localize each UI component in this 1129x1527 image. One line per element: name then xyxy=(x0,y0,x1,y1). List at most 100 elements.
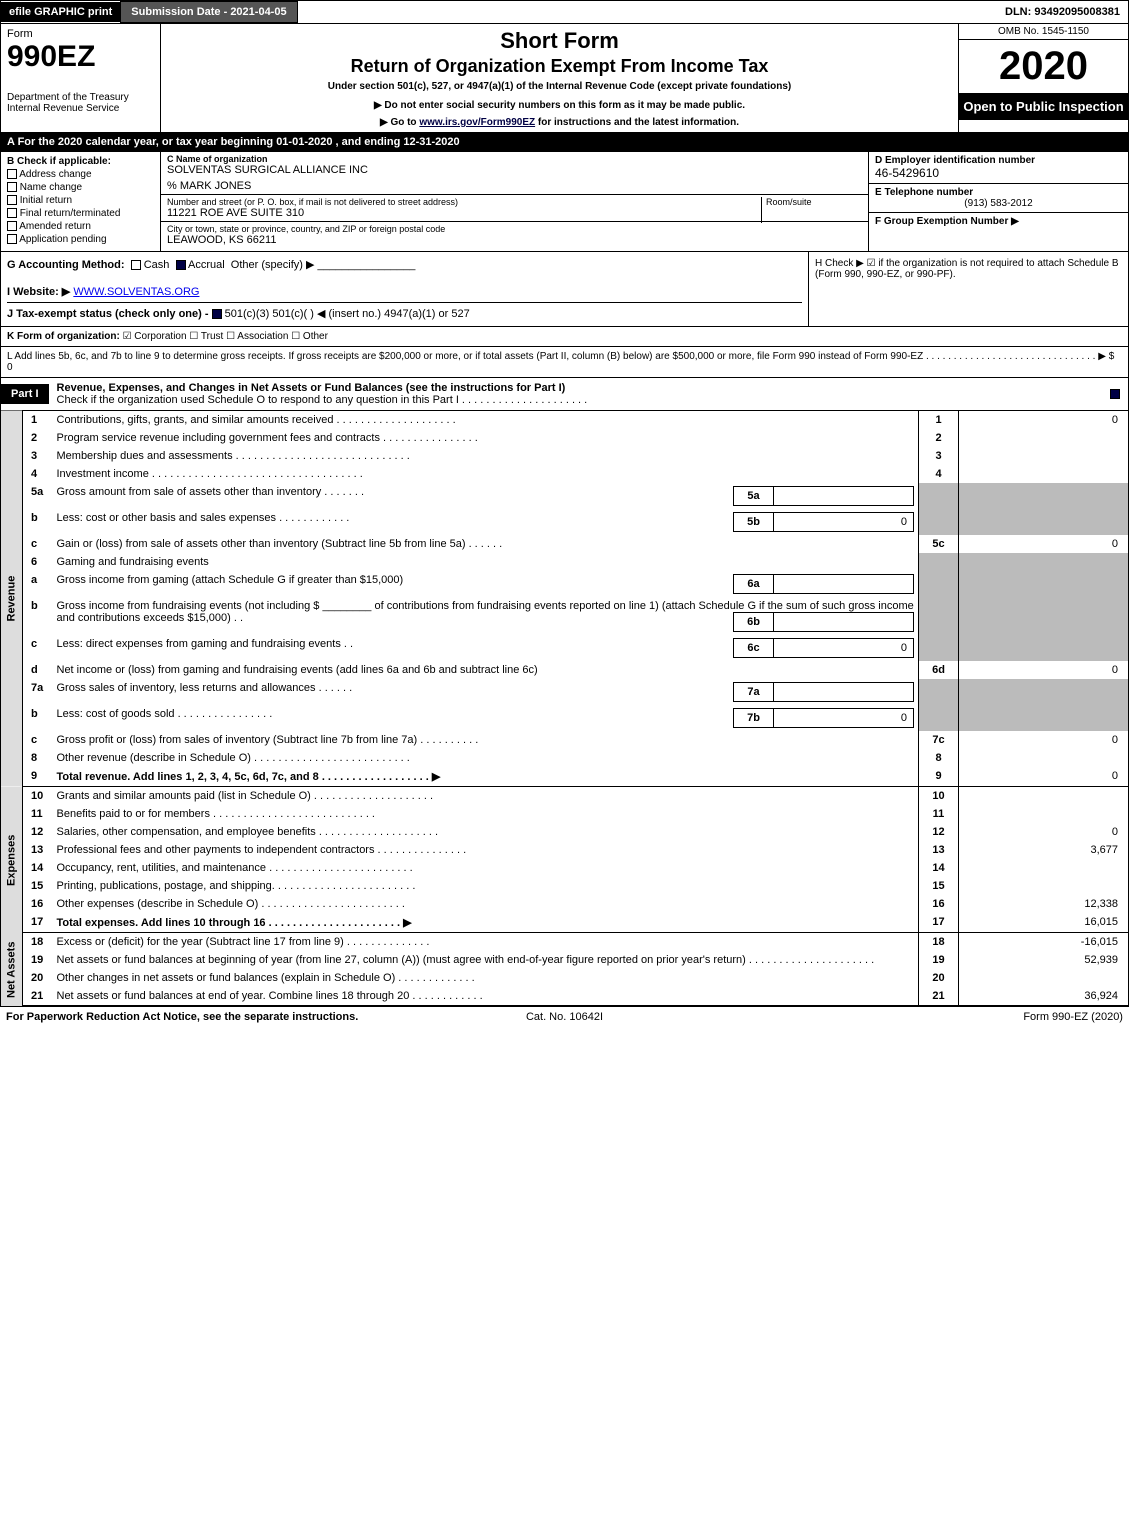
line-6d-col: 6d xyxy=(919,661,959,679)
line-12-col: 12 xyxy=(919,823,959,841)
line-8-desc: Other revenue (describe in Schedule O) .… xyxy=(53,749,919,767)
line-12-desc: Salaries, other compensation, and employ… xyxy=(53,823,919,841)
line-18-col: 18 xyxy=(919,933,959,952)
street-address: 11221 ROE AVE SUITE 310 xyxy=(167,207,862,219)
title-return: Return of Organization Exempt From Incom… xyxy=(171,56,948,77)
part1-table: Revenue 1Contributions, gifts, grants, a… xyxy=(0,411,1129,1006)
line-6-greyval xyxy=(959,553,1129,571)
line-17-val: 16,015 xyxy=(959,913,1129,933)
line-7a-greyval xyxy=(959,679,1129,705)
irs-link[interactable]: www.irs.gov/Form990EZ xyxy=(419,117,535,128)
line-6a-sub: 6a xyxy=(734,575,774,594)
g-other[interactable]: Other (specify) ▶ xyxy=(231,259,315,271)
line-19-val: 52,939 xyxy=(959,951,1129,969)
group-exemption-label: F Group Exemption Number ▶ xyxy=(875,216,1019,227)
line-14-val xyxy=(959,859,1129,877)
line-15-val xyxy=(959,877,1129,895)
title-short-form: Short Form xyxy=(171,28,948,54)
line-5a-greyval xyxy=(959,483,1129,509)
line-12-val: 0 xyxy=(959,823,1129,841)
chk-application-pending[interactable]: Application pending xyxy=(7,234,154,245)
name-caption: C Name of organization xyxy=(167,154,862,164)
goto-pre: ▶ Go to xyxy=(380,117,419,128)
line-3-desc: Membership dues and assessments . . . . … xyxy=(53,447,919,465)
line-5b-subval: 0 xyxy=(774,513,914,532)
dln-label: DLN: 93492095008381 xyxy=(997,2,1128,22)
line-15-desc: Printing, publications, postage, and shi… xyxy=(53,877,919,895)
line-5c-col: 5c xyxy=(919,535,959,553)
line-5a-sub: 5a xyxy=(734,487,774,506)
line-20-desc: Other changes in net assets or fund bala… xyxy=(53,969,919,987)
chk-final-return[interactable]: Final return/terminated xyxy=(7,208,154,219)
box-h: H Check ▶ ☑ if the organization is not r… xyxy=(808,252,1128,326)
addr-caption: Number and street (or P. O. box, if mail… xyxy=(167,197,862,207)
ein-value: 46-5429610 xyxy=(875,166,1122,180)
room-caption: Room/suite xyxy=(761,197,812,223)
row-l: L Add lines 5b, 6c, and 7b to line 9 to … xyxy=(0,347,1129,378)
line-6b-greyval xyxy=(959,597,1129,635)
line-7a-sub: 7a xyxy=(734,683,774,702)
line-20-val xyxy=(959,969,1129,987)
line-5b-grey xyxy=(919,509,959,535)
line-6-desc: Gaming and fundraising events xyxy=(53,553,919,571)
line-14-col: 14 xyxy=(919,859,959,877)
line-19-desc: Net assets or fund balances at beginning… xyxy=(53,951,919,969)
j-label: J Tax-exempt status (check only one) - xyxy=(7,308,209,320)
part1-checkbox[interactable] xyxy=(1102,384,1128,404)
public-badge: Open to Public Inspection xyxy=(959,93,1128,120)
line-6d-val: 0 xyxy=(959,661,1129,679)
website-link[interactable]: WWW.SOLVENTAS.ORG xyxy=(73,286,199,298)
line-4-desc: Investment income . . . . . . . . . . . … xyxy=(53,465,919,483)
line-5b-greyval xyxy=(959,509,1129,535)
line-5a-grey xyxy=(919,483,959,509)
header-left: Form 990EZ Department of the Treasury In… xyxy=(1,24,161,132)
line-5a-desc: Gross amount from sale of assets other t… xyxy=(57,486,365,498)
g-accrual[interactable]: Accrual xyxy=(188,259,225,271)
city-state-zip: LEAWOOD, KS 66211 xyxy=(167,234,862,246)
k-options[interactable]: ☑ Corporation ☐ Trust ☐ Association ☐ Ot… xyxy=(123,331,328,342)
g-label: G Accounting Method: xyxy=(7,259,125,271)
line-6c-subval: 0 xyxy=(774,639,914,658)
part1-tag: Part I xyxy=(1,384,49,404)
line-10-val xyxy=(959,787,1129,806)
line-2-desc: Program service revenue including govern… xyxy=(53,429,919,447)
line-7a-grey xyxy=(919,679,959,705)
line-7b-subval: 0 xyxy=(774,709,914,728)
line-9-desc: Total revenue. Add lines 1, 2, 3, 4, 5c,… xyxy=(53,767,919,787)
line-10-desc: Grants and similar amounts paid (list in… xyxy=(53,787,919,806)
line-18-desc: Excess or (deficit) for the year (Subtra… xyxy=(53,933,919,952)
line-16-col: 16 xyxy=(919,895,959,913)
line-6c-desc: Less: direct expenses from gaming and fu… xyxy=(57,638,354,650)
line-6c-sub: 6c xyxy=(734,639,774,658)
chk-initial-return[interactable]: Initial return xyxy=(7,195,154,206)
org-name: SOLVENTAS SURGICAL ALLIANCE INC xyxy=(167,164,862,176)
j-options[interactable]: 501(c)(3) 501(c)( ) ◀ (insert no.) 4947(… xyxy=(225,308,470,320)
info-block: B Check if applicable: Address change Na… xyxy=(0,152,1129,252)
line-15-col: 15 xyxy=(919,877,959,895)
line-7b-desc: Less: cost of goods sold . . . . . . . .… xyxy=(57,708,273,720)
efile-label: efile GRAPHIC print xyxy=(1,2,120,22)
page-footer: For Paperwork Reduction Act Notice, see … xyxy=(0,1006,1129,1027)
line-7c-col: 7c xyxy=(919,731,959,749)
dept-label: Department of the Treasury Internal Reve… xyxy=(7,92,154,114)
g-cash[interactable]: Cash xyxy=(144,259,170,271)
chk-amended-return[interactable]: Amended return xyxy=(7,221,154,232)
line-13-desc: Professional fees and other payments to … xyxy=(53,841,919,859)
line-11-val xyxy=(959,805,1129,823)
row-g-h: G Accounting Method: Cash Accrual Other … xyxy=(0,252,1129,327)
line-5c-desc: Gain or (loss) from sale of assets other… xyxy=(53,535,919,553)
chk-name-change[interactable]: Name change xyxy=(7,182,154,193)
omb-number: OMB No. 1545-1150 xyxy=(959,24,1128,40)
line-7b-sub: 7b xyxy=(734,709,774,728)
line-3-val xyxy=(959,447,1129,465)
line-8-val xyxy=(959,749,1129,767)
part1-check-line: Check if the organization used Schedule … xyxy=(57,394,588,406)
line-7a-desc: Gross sales of inventory, less returns a… xyxy=(57,682,353,694)
line-6d-desc: Net income or (loss) from gaming and fun… xyxy=(53,661,919,679)
line-20-col: 20 xyxy=(919,969,959,987)
line-2-val xyxy=(959,429,1129,447)
chk-address-change[interactable]: Address change xyxy=(7,169,154,180)
line-11-desc: Benefits paid to or for members . . . . … xyxy=(53,805,919,823)
submission-date: Submission Date - 2021-04-05 xyxy=(120,1,297,23)
line-17-col: 17 xyxy=(919,913,959,933)
